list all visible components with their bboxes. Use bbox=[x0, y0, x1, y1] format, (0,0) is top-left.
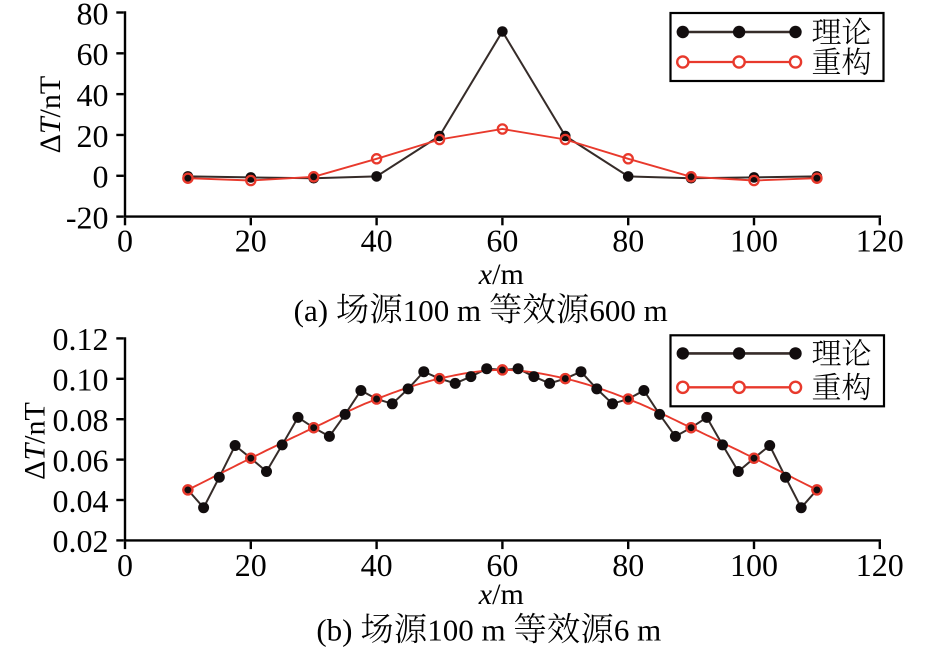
svg-text:0.08: 0.08 bbox=[53, 402, 109, 438]
svg-text:120: 120 bbox=[856, 547, 904, 583]
svg-text:40: 40 bbox=[361, 547, 393, 583]
svg-text:ΔT/nT: ΔT/nT bbox=[18, 402, 51, 480]
svg-text:0: 0 bbox=[117, 547, 133, 583]
svg-text:40: 40 bbox=[77, 77, 109, 113]
svg-text:0.12: 0.12 bbox=[53, 321, 109, 357]
svg-text:(b): (b) bbox=[316, 613, 360, 648]
svg-text:0: 0 bbox=[117, 223, 133, 259]
svg-text:600 m: 600 m bbox=[589, 293, 667, 328]
svg-text:x: x bbox=[478, 258, 493, 291]
svg-text:60: 60 bbox=[486, 547, 518, 583]
svg-text:100 m: 100 m bbox=[427, 613, 513, 648]
svg-text:6 m: 6 m bbox=[614, 613, 661, 648]
svg-text:20: 20 bbox=[235, 547, 267, 583]
svg-text:0: 0 bbox=[93, 159, 109, 195]
svg-text:0.10: 0.10 bbox=[53, 362, 109, 398]
svg-text:-20: -20 bbox=[66, 199, 109, 235]
svg-text:(a): (a) bbox=[294, 293, 336, 328]
svg-text:60: 60 bbox=[77, 36, 109, 72]
svg-text:80: 80 bbox=[612, 223, 644, 259]
svg-text:/m: /m bbox=[492, 578, 524, 611]
svg-text:20: 20 bbox=[235, 223, 267, 259]
svg-text:120: 120 bbox=[856, 223, 904, 259]
svg-text:80: 80 bbox=[612, 547, 644, 583]
svg-text:40: 40 bbox=[361, 223, 393, 259]
svg-text:100: 100 bbox=[730, 547, 778, 583]
svg-text:0.04: 0.04 bbox=[53, 483, 109, 519]
svg-text:ΔT/nT: ΔT/nT bbox=[34, 76, 67, 154]
svg-text:/m: /m bbox=[492, 258, 524, 291]
svg-text:0.06: 0.06 bbox=[53, 442, 109, 478]
svg-text:60: 60 bbox=[486, 223, 518, 259]
svg-text:100: 100 bbox=[730, 223, 778, 259]
svg-text:x: x bbox=[478, 578, 493, 611]
svg-text:100 m: 100 m bbox=[403, 293, 489, 328]
svg-text:0.02: 0.02 bbox=[53, 523, 109, 559]
svg-text:80: 80 bbox=[77, 0, 109, 31]
svg-text:20: 20 bbox=[77, 118, 109, 154]
